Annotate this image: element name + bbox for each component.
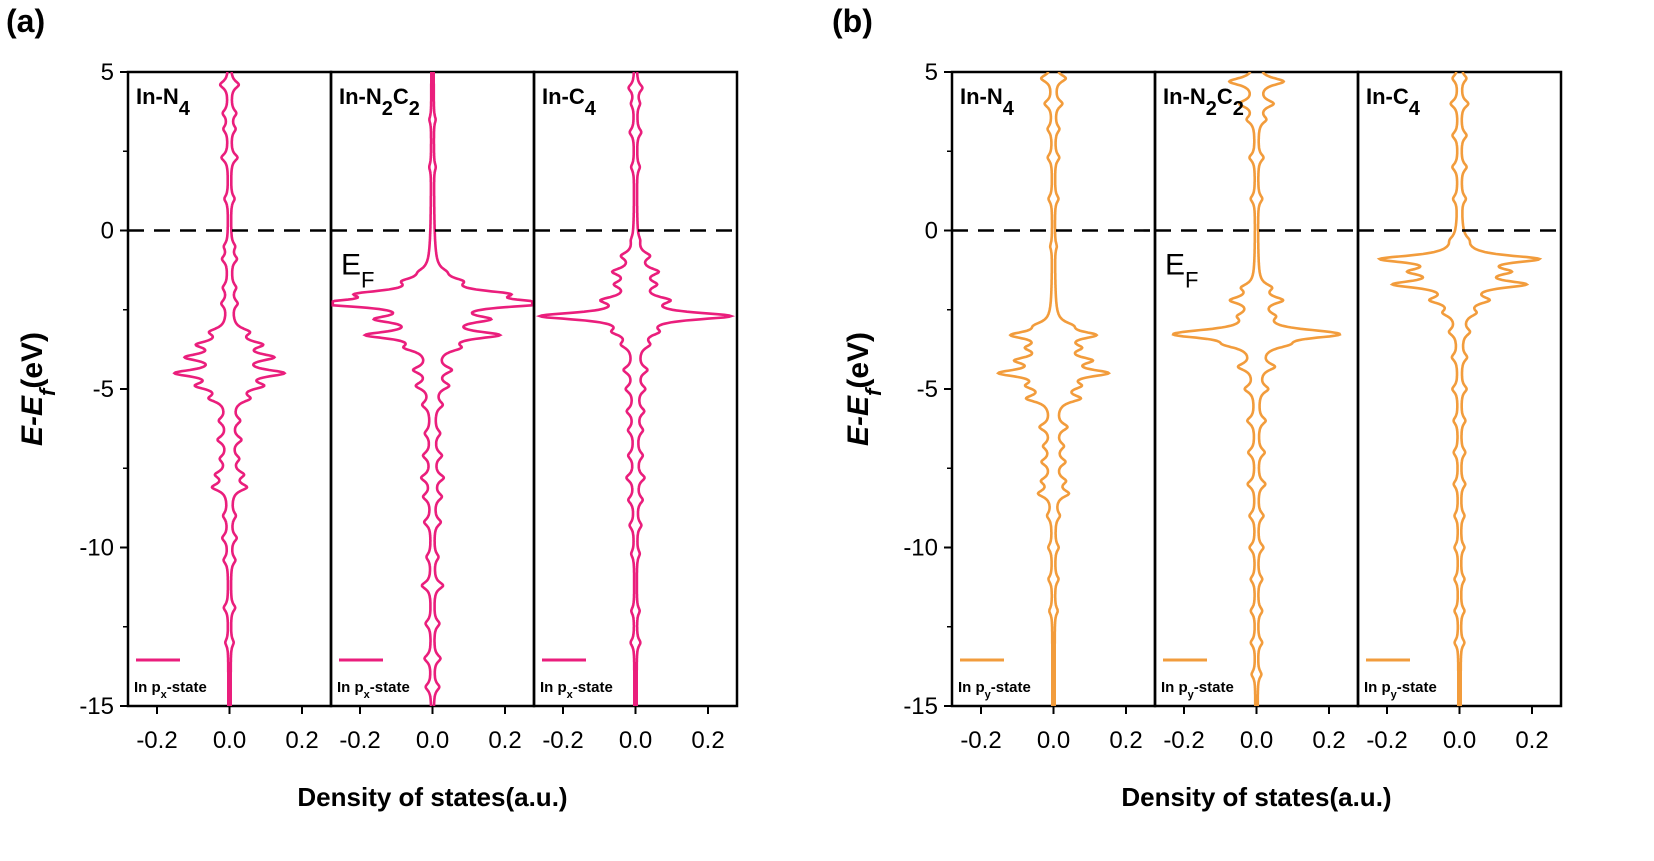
- subplot-title: In-N2C2: [1163, 84, 1244, 120]
- y-axis-label: E-Ef(eV): [16, 332, 60, 446]
- fermi-level-label: EF: [341, 249, 374, 293]
- x-tick-label: -0.2: [339, 727, 380, 754]
- chart-panel-a: (a) 5 0 -5 -10 -15 E-Ef(eV) Density of states(a…: [6, 3, 739, 812]
- x-tick-label: 0.0: [1240, 727, 1273, 754]
- dos-curve-positive: [635, 72, 736, 706]
- panel-label: (a): [6, 3, 45, 39]
- legend-label: In py-state: [1364, 679, 1437, 701]
- chart-panel-b: (b) 5 0 -5 -10 -15 E-Ef(eV) Density of states(a…: [832, 3, 1563, 812]
- x-tick-label: 0.2: [1515, 727, 1548, 754]
- x-tick-label: 0.0: [619, 727, 652, 754]
- dos-curve-positive: [1256, 72, 1342, 706]
- subplot-title: In-N4: [960, 84, 1015, 120]
- subplot-frame: [1153, 70, 1360, 708]
- x-tick-label: 0.0: [416, 727, 449, 754]
- legend-label: In px-state: [337, 679, 410, 701]
- panel-label: (b): [832, 3, 873, 39]
- dos-curve-negative: [996, 72, 1054, 706]
- dos-curve-negative: [172, 72, 230, 706]
- x-tick-label: -0.2: [136, 727, 177, 754]
- dos-curve-positive: [1459, 72, 1543, 706]
- dos-curve-positive: [1053, 72, 1111, 706]
- dos-curve-negative: [1376, 72, 1460, 706]
- dos-curve-negative: [535, 72, 636, 706]
- y-axis-label: E-Ef(eV): [842, 332, 886, 446]
- x-tick-label: -0.2: [960, 727, 1001, 754]
- legend-label: In px-state: [540, 679, 613, 701]
- dos-curve-negative: [331, 72, 433, 706]
- subplot-title: In-N2C2: [339, 84, 420, 120]
- y-tick-label: -5: [917, 376, 938, 403]
- x-tick-label: 0.2: [1109, 727, 1142, 754]
- x-tick-label: -0.2: [1366, 727, 1407, 754]
- x-tick-label: -0.2: [542, 727, 583, 754]
- dos-curve-positive: [229, 72, 287, 706]
- subplot-title: In-C4: [542, 84, 597, 120]
- y-tick-label: -10: [79, 535, 114, 562]
- y-tick-label: 0: [925, 218, 938, 245]
- y-tick-label: -15: [903, 693, 938, 720]
- subplot-title: In-N4: [136, 84, 191, 120]
- subplot-1: -0.2 0.0 0.2 In-N4 In px-state: [126, 70, 333, 754]
- subplot-frame: [126, 70, 333, 708]
- subplot-frame: [532, 70, 739, 708]
- legend-label: In py-state: [958, 679, 1031, 701]
- subplot-1: -0.2 0.0 0.2 In-N4 In py-state: [950, 70, 1157, 754]
- legend-label: In py-state: [1161, 679, 1234, 701]
- dos-curve-negative: [1171, 72, 1257, 706]
- x-axis-label: Density of states(a.u.): [1121, 782, 1391, 812]
- y-tick-label: 0: [101, 218, 114, 245]
- subplot-frame: [1356, 70, 1563, 708]
- x-tick-label: 0.0: [1443, 727, 1476, 754]
- subplot-3: -0.2 0.0 0.2 In-C4 In py-state: [1356, 70, 1563, 754]
- y-tick-label: -15: [79, 693, 114, 720]
- x-tick-label: 0.2: [488, 727, 521, 754]
- x-tick-label: 0.2: [285, 727, 318, 754]
- y-tick-label: -10: [903, 535, 938, 562]
- dos-curve-positive: [432, 72, 534, 706]
- x-tick-label: 0.2: [691, 727, 724, 754]
- subplot-2: -0.2 0.0 0.2 In-N2C2 EF In py-state: [1153, 70, 1360, 754]
- x-axis-label: Density of states(a.u.): [297, 782, 567, 812]
- legend-label: In px-state: [134, 679, 207, 701]
- x-tick-label: -0.2: [1163, 727, 1204, 754]
- subplot-3: -0.2 0.0 0.2 In-C4 In px-state: [532, 70, 739, 754]
- fermi-level-label: EF: [1165, 249, 1198, 293]
- x-tick-label: 0.2: [1312, 727, 1345, 754]
- subplot-title: In-C4: [1366, 84, 1421, 120]
- subplot-frame: [329, 70, 536, 708]
- subplot-2: -0.2 0.0 0.2 In-N2C2 EF In px-state: [329, 70, 536, 754]
- y-tick-label: 5: [101, 59, 114, 86]
- y-tick-label: -5: [93, 376, 114, 403]
- x-tick-label: 0.0: [1037, 727, 1070, 754]
- subplot-frame: [950, 70, 1157, 708]
- y-tick-label: 5: [925, 59, 938, 86]
- x-tick-label: 0.0: [213, 727, 246, 754]
